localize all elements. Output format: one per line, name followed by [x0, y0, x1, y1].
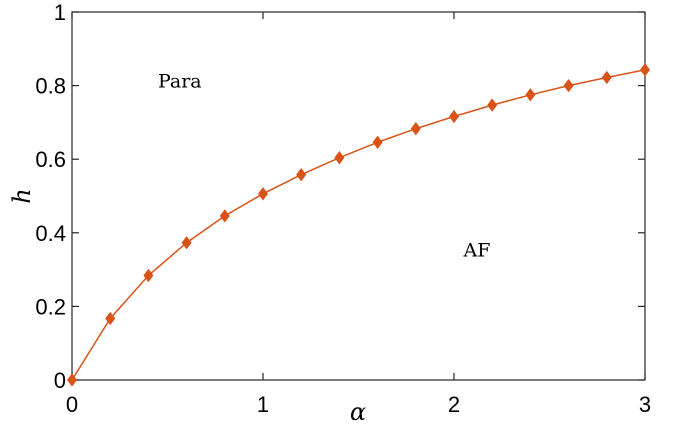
- plot-area: [71, 11, 646, 381]
- region-label: Para: [158, 70, 202, 92]
- series-line: [71, 69, 646, 381]
- data-point: [181, 236, 192, 250]
- data-point: [219, 209, 230, 223]
- data-point: [372, 135, 383, 149]
- x-tick-label: 0: [66, 392, 78, 417]
- data-point: [487, 98, 498, 112]
- y-tick-label: 1: [54, 0, 66, 25]
- axis-ticks: 0 1 2 3 0 0.2 0.4 0.6 0.8 1: [35, 0, 651, 417]
- data-point: [67, 373, 77, 387]
- annotations: Para AF: [158, 70, 491, 261]
- y-tick-label: 0.8: [35, 74, 66, 99]
- data-point: [296, 167, 307, 182]
- y-tick-label: 0.6: [35, 147, 66, 172]
- x-tick-label: 3: [639, 392, 651, 417]
- y-tick-label: 0: [54, 368, 66, 393]
- data-point: [449, 109, 459, 124]
- data-point: [334, 151, 345, 165]
- x-tick-label: 1: [257, 392, 269, 417]
- y-axis-label: h: [8, 188, 36, 203]
- y-tick-label: 0.2: [35, 294, 66, 319]
- x-axis-label: α: [350, 398, 366, 426]
- region-label: AF: [463, 240, 491, 262]
- data-point: [258, 187, 268, 201]
- data-point: [410, 121, 421, 136]
- x-tick-label: 2: [448, 392, 460, 417]
- y-tick-label: 0.4: [35, 221, 66, 246]
- data-point: [601, 70, 612, 85]
- data-point: [105, 311, 116, 326]
- data-point: [525, 88, 536, 102]
- series-group: [67, 63, 650, 387]
- data-point: [640, 63, 650, 77]
- data-point: [143, 268, 154, 283]
- data-point: [563, 78, 574, 93]
